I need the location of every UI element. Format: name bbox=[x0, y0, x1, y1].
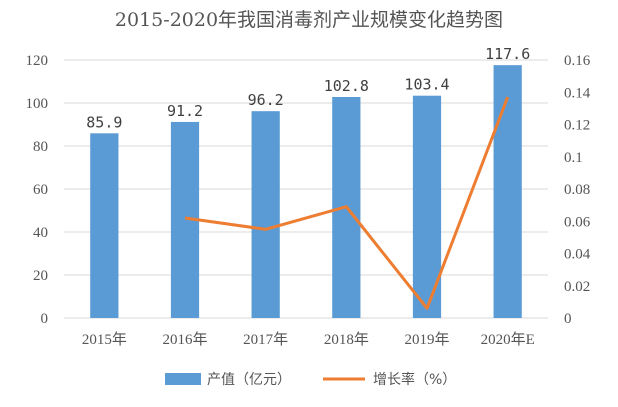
right-tick-label: 0.1 bbox=[564, 150, 583, 166]
right-tick-label: 0.04 bbox=[564, 247, 591, 263]
bar bbox=[493, 65, 522, 318]
left-axis-ticks: 0 20 40 60 80 100 120 bbox=[26, 53, 49, 327]
bar-series: 85.9 91.2 96.2 102.8 103.4 117.6 bbox=[86, 45, 530, 318]
right-axis-ticks: 0 0.02 0.04 0.06 0.08 0.1 0.12 0.14 0.16 bbox=[564, 53, 591, 327]
category-label: 2020年E bbox=[481, 331, 535, 348]
growth-line bbox=[184, 96, 510, 310]
category-label: 2019年 bbox=[404, 331, 449, 348]
category-axis-labels: 2015年 2016年 2017年 2018年 2019年 2020年E bbox=[82, 331, 535, 348]
right-tick-label: 0.14 bbox=[564, 85, 591, 101]
bar-data-label: 96.2 bbox=[248, 91, 284, 109]
bar-data-label: 85.9 bbox=[86, 113, 122, 131]
chart-title: 2015-2020年我国消毒剂产业规模变化趋势图 bbox=[115, 9, 503, 31]
left-tick-label: 60 bbox=[33, 182, 48, 198]
bar-data-label: 103.4 bbox=[404, 76, 449, 94]
right-tick-label: 0.06 bbox=[564, 214, 591, 230]
left-tick-label: 80 bbox=[33, 139, 48, 155]
right-tick-label: 0 bbox=[564, 311, 572, 327]
bar bbox=[90, 133, 119, 318]
category-label: 2017年 bbox=[243, 331, 288, 348]
right-tick-label: 0.02 bbox=[564, 279, 590, 295]
growth-line-series bbox=[184, 96, 510, 310]
legend-line-label: 增长率（%） bbox=[373, 371, 456, 388]
left-tick-label: 0 bbox=[41, 311, 49, 327]
category-label: 2016年 bbox=[162, 331, 207, 348]
bar-data-label: 117.6 bbox=[485, 45, 530, 63]
bar-data-label: 102.8 bbox=[324, 77, 369, 95]
legend-bar-label: 产值（亿元） bbox=[207, 372, 291, 388]
category-label: 2015年 bbox=[82, 331, 127, 348]
legend: 产值（亿元） 增长率（%） bbox=[165, 371, 456, 388]
left-tick-label: 40 bbox=[33, 225, 48, 241]
category-label: 2018年 bbox=[324, 331, 369, 348]
bar-data-label: 91.2 bbox=[167, 102, 203, 120]
bar bbox=[251, 111, 280, 318]
right-tick-label: 0.12 bbox=[564, 118, 590, 134]
left-tick-label: 20 bbox=[33, 268, 48, 284]
left-tick-label: 120 bbox=[26, 53, 49, 69]
left-tick-label: 100 bbox=[26, 96, 49, 112]
right-tick-label: 0.08 bbox=[564, 182, 590, 198]
legend-bar-swatch bbox=[165, 373, 201, 385]
right-tick-label: 0.16 bbox=[564, 53, 591, 69]
gridlines bbox=[64, 59, 548, 319]
